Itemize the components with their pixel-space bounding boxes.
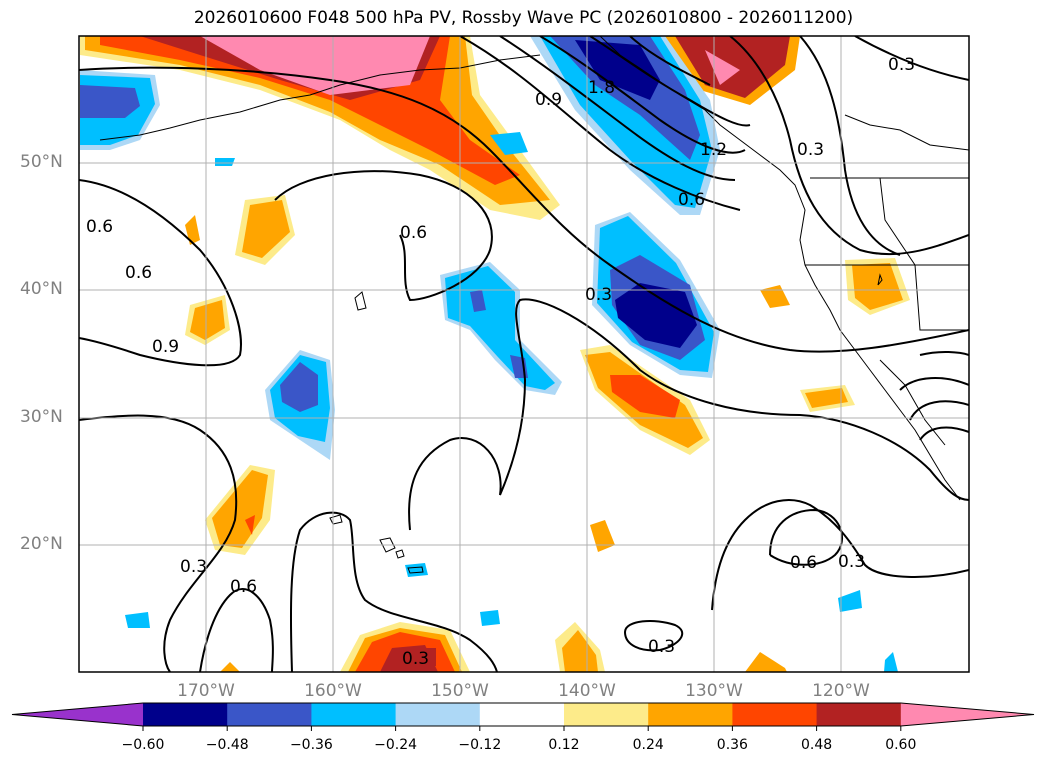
contour-label: 0.9 xyxy=(152,337,179,357)
contour-label: 0.6 xyxy=(230,577,257,597)
colorbar-tick-label: −0.12 xyxy=(458,737,502,753)
map-title: 2026010600 F048 500 hPa PV, Rossby Wave … xyxy=(193,8,854,28)
islands xyxy=(329,273,883,574)
colorbar-tick-label: 0.48 xyxy=(801,737,833,753)
contour-label: 0.3 xyxy=(838,552,865,572)
lon-label-130w: 130°W xyxy=(685,681,743,701)
contour-label: 0.3 xyxy=(402,649,429,669)
contour-label: 0.3 xyxy=(888,55,915,75)
lon-label-140w: 140°W xyxy=(558,681,616,701)
colorbar-segment xyxy=(816,703,902,726)
contour-label: 0.6 xyxy=(678,190,705,210)
contour-label: 0.3 xyxy=(180,557,207,577)
contour-label: 0.3 xyxy=(585,285,612,305)
contour-value-labels: 0.3 0.3 0.3 0.3 0.3 0.3 0.3 0.6 0.6 0.6 … xyxy=(86,55,915,669)
lon-label-150w: 150°W xyxy=(431,681,489,701)
colorbar-segment xyxy=(564,703,649,726)
contour-label: 0.6 xyxy=(400,223,427,243)
colorbar-tick-label: −0.24 xyxy=(374,737,418,753)
colorbar-segment xyxy=(732,703,818,726)
map-frame xyxy=(78,35,970,673)
lat-label-20n: 20°N xyxy=(20,534,63,554)
lat-label-40n: 40°N xyxy=(20,279,63,299)
colorbar-tick-label: 0.60 xyxy=(885,737,917,753)
colorbar-tick-label: 0.36 xyxy=(716,737,748,753)
lat-label-30n: 30°N xyxy=(20,407,63,427)
contour-label: 1.8 xyxy=(588,78,615,98)
graticule xyxy=(79,36,969,672)
contour-label: 0.6 xyxy=(86,217,113,237)
colorbar-tick-label: −0.60 xyxy=(121,737,165,753)
contour-label: 0.3 xyxy=(797,140,824,160)
colorbar-tick-label: −0.48 xyxy=(205,737,249,753)
lon-label-120w: 120°W xyxy=(812,681,870,701)
contour-label: 0.6 xyxy=(125,263,152,283)
colorbar-tick-label: 0.24 xyxy=(632,737,664,753)
colorbar-segment xyxy=(311,703,397,726)
contour-label: 0.3 xyxy=(648,637,675,657)
colorbar-segment xyxy=(227,703,312,726)
contour-label: 0.9 xyxy=(535,90,562,110)
lon-label-170w: 170°W xyxy=(177,681,235,701)
colorbar xyxy=(11,702,1035,731)
colorbar-segment xyxy=(648,703,733,726)
colorbar-segment xyxy=(395,703,481,726)
contour-label: 0.6 xyxy=(790,553,817,573)
contour-label: 1.2 xyxy=(700,140,727,160)
lat-label-50n: 50°N xyxy=(20,152,63,172)
colorbar-segment xyxy=(479,703,565,726)
lon-label-160w: 160°W xyxy=(304,681,362,701)
colorbar-tick-label: −0.36 xyxy=(289,737,333,753)
colorbar-tick-label: 0.12 xyxy=(548,737,580,753)
pv-contours xyxy=(79,36,969,672)
colorbar-extend-high xyxy=(900,703,1034,726)
colorbar-extend-low xyxy=(12,703,143,726)
colorbar-segment xyxy=(143,703,228,726)
